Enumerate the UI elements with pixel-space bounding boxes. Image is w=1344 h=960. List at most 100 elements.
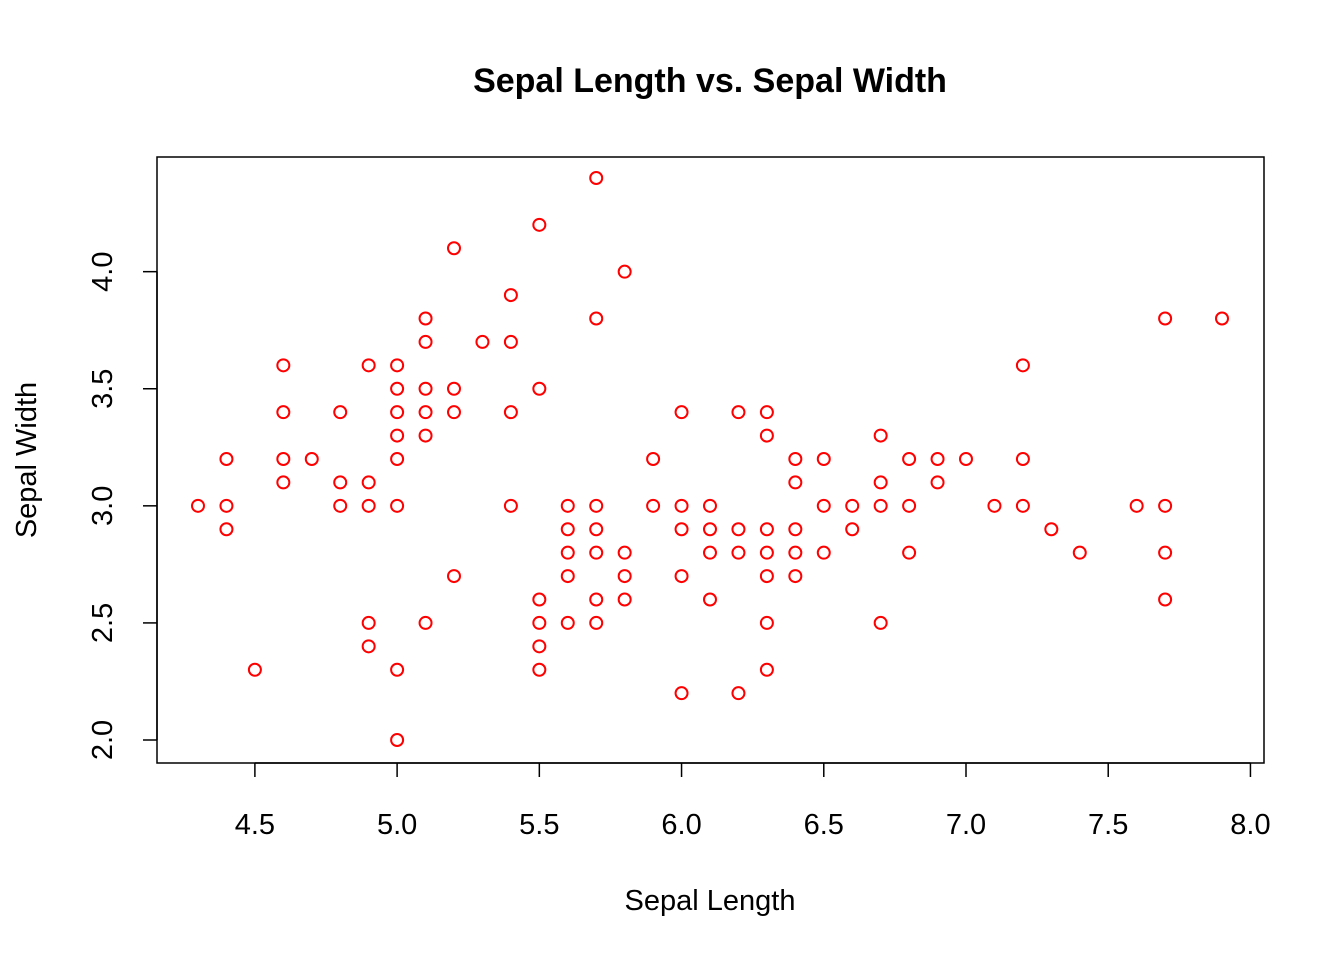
data-point bbox=[873, 475, 888, 490]
data-point bbox=[418, 615, 433, 630]
data-point bbox=[390, 733, 405, 747]
data-point bbox=[788, 522, 803, 537]
data-point bbox=[503, 405, 518, 420]
data-point bbox=[674, 686, 689, 701]
data-point bbox=[418, 405, 433, 420]
data-point bbox=[560, 522, 575, 537]
data-point bbox=[845, 522, 860, 537]
chart-title: Sepal Length vs. Sepal Width bbox=[473, 62, 947, 100]
data-point bbox=[361, 358, 376, 373]
data-point bbox=[1072, 545, 1087, 560]
x-tick-label: 7.0 bbox=[946, 809, 986, 841]
data-point bbox=[219, 498, 234, 513]
data-point bbox=[276, 405, 291, 420]
y-tick-label: 3.0 bbox=[87, 486, 119, 526]
data-point bbox=[560, 615, 575, 630]
x-tick-label: 7.5 bbox=[1088, 809, 1128, 841]
data-point bbox=[447, 241, 461, 256]
data-point bbox=[390, 405, 405, 420]
data-point bbox=[759, 405, 774, 420]
data-point bbox=[589, 522, 604, 537]
data-point bbox=[390, 662, 405, 677]
y-tick-label: 2.0 bbox=[87, 720, 119, 760]
data-point bbox=[1215, 311, 1229, 326]
data-point bbox=[731, 522, 746, 537]
data-point bbox=[788, 545, 803, 560]
data-point bbox=[361, 615, 376, 630]
y-tick-label: 4.0 bbox=[87, 252, 119, 292]
data-point bbox=[219, 522, 234, 537]
data-point bbox=[390, 428, 405, 443]
x-tick-label: 6.0 bbox=[661, 809, 701, 841]
data-point bbox=[930, 452, 945, 466]
data-point bbox=[1158, 545, 1173, 560]
y-axis-label: Sepal Width bbox=[11, 382, 43, 538]
data-point bbox=[703, 498, 717, 513]
data-point bbox=[703, 545, 717, 560]
data-point bbox=[390, 498, 405, 513]
data-point bbox=[759, 522, 774, 537]
data-point bbox=[361, 639, 376, 654]
x-tick-label: 6.5 bbox=[804, 809, 844, 841]
data-point bbox=[646, 452, 661, 466]
data-point bbox=[759, 615, 774, 630]
data-point bbox=[447, 569, 461, 584]
data-point bbox=[646, 498, 661, 513]
data-point bbox=[788, 569, 803, 584]
data-point bbox=[589, 545, 604, 560]
data-point bbox=[617, 264, 632, 279]
data-point bbox=[503, 498, 518, 513]
data-point bbox=[930, 475, 945, 490]
data-point bbox=[703, 592, 717, 607]
data-point bbox=[503, 334, 518, 349]
data-point bbox=[1129, 498, 1144, 513]
data-point bbox=[987, 498, 1002, 513]
x-tick-label: 5.5 bbox=[519, 809, 559, 841]
data-point bbox=[447, 381, 461, 396]
y-axis: 2.0 2.5 3.0 3.5 4.0 bbox=[87, 252, 158, 760]
data-point bbox=[532, 639, 547, 654]
data-point bbox=[703, 522, 717, 537]
data-point bbox=[276, 452, 291, 466]
data-point bbox=[589, 615, 604, 630]
data-point bbox=[418, 334, 433, 349]
data-point bbox=[532, 592, 547, 607]
data-point bbox=[219, 452, 234, 466]
data-point bbox=[418, 311, 433, 326]
x-axis-label: Sepal Length bbox=[625, 885, 796, 917]
data-point bbox=[276, 358, 291, 373]
data-point bbox=[674, 522, 689, 537]
data-point bbox=[816, 545, 831, 560]
data-point bbox=[1158, 592, 1173, 607]
data-point bbox=[475, 334, 490, 349]
x-axis: 4.5 5.0 5.5 6.0 6.5 7.0 7.5 8.0 bbox=[235, 762, 1271, 841]
data-point bbox=[731, 545, 746, 560]
data-point bbox=[418, 381, 433, 396]
data-point bbox=[788, 452, 803, 466]
data-point bbox=[788, 475, 803, 490]
data-point bbox=[589, 498, 604, 513]
data-point bbox=[816, 452, 831, 466]
data-point bbox=[447, 405, 461, 420]
data-point bbox=[1015, 498, 1030, 513]
data-point bbox=[617, 592, 632, 607]
data-point bbox=[333, 475, 348, 490]
data-point bbox=[589, 171, 604, 185]
data-point bbox=[731, 405, 746, 420]
data-point bbox=[333, 498, 348, 513]
data-point bbox=[333, 405, 348, 420]
data-point bbox=[845, 498, 860, 513]
x-tick-label: 5.0 bbox=[377, 809, 417, 841]
y-tick-label: 3.5 bbox=[87, 369, 119, 409]
data-point bbox=[759, 662, 774, 677]
data-point bbox=[902, 545, 917, 560]
data-point bbox=[532, 381, 547, 396]
data-point bbox=[959, 452, 973, 466]
data-point bbox=[873, 615, 888, 630]
data-point bbox=[304, 452, 319, 466]
data-point bbox=[1015, 452, 1030, 466]
data-point bbox=[560, 569, 575, 584]
data-point bbox=[418, 428, 433, 443]
plot-frame bbox=[156, 156, 1265, 764]
